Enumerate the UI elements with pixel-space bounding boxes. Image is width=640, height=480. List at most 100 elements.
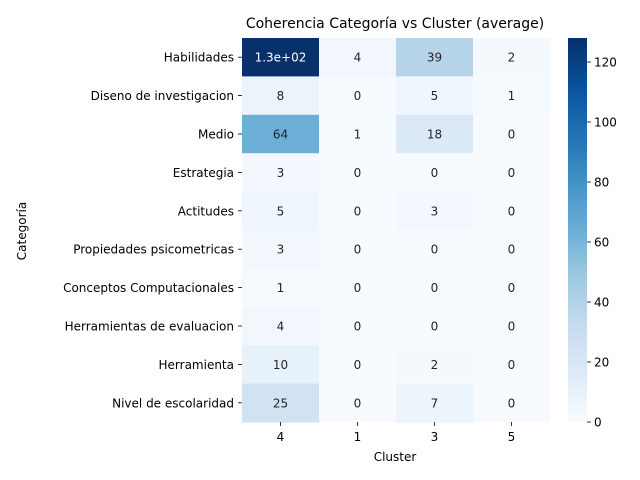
heatmap-cell <box>242 268 320 308</box>
cell-value-label: 18 <box>427 128 442 142</box>
heatmap-cell <box>473 191 551 231</box>
y-tick-label: Estrategia <box>173 166 234 180</box>
colorbar-ticks: 0 20 40 60 80 100 120 <box>587 56 617 430</box>
cell-value-label: 3 <box>277 243 285 257</box>
heatmap-cell <box>473 76 551 116</box>
heatmap-cell <box>473 114 551 154</box>
y-axis-label: Categoría <box>15 202 29 260</box>
heatmap-cell <box>319 306 397 346</box>
x-axis: 4 1 3 5 <box>277 422 516 444</box>
y-tick-label: Herramienta <box>159 358 235 372</box>
heatmap-cell <box>319 76 397 116</box>
heatmap-cell <box>396 306 474 346</box>
y-tick-label: Propiedades psicometricas <box>73 243 234 257</box>
heatmap-cell <box>473 345 551 385</box>
cell-value-label: 39 <box>427 51 442 65</box>
heatmap-cell <box>319 38 397 77</box>
y-tick-label: Habilidades <box>164 51 234 65</box>
cell-value-label: 5 <box>277 204 285 218</box>
heatmap-cell <box>396 76 474 116</box>
cell-value-label: 10 <box>273 358 288 372</box>
heatmap-cell <box>473 306 551 346</box>
heatmap-cell <box>319 268 397 308</box>
cell-value-label: 1.3e+02 <box>255 51 307 65</box>
cell-value-label: 0 <box>508 320 516 334</box>
heatmap-cell <box>396 153 474 193</box>
cell-value-label: 0 <box>354 358 362 372</box>
cell-value-label: 0 <box>508 358 516 372</box>
heatmap-cell <box>473 230 551 269</box>
cell-value-label: 0 <box>354 243 362 257</box>
heatmap-cell <box>396 345 474 385</box>
heatmap-cell <box>242 306 320 346</box>
y-tick-label: Conceptos Computacionales <box>63 281 234 295</box>
heatmap-cell <box>319 191 397 231</box>
x-tick-label: 4 <box>277 430 285 444</box>
colorbar-gradient <box>568 38 587 422</box>
heatmap-cell <box>242 230 320 269</box>
cell-value-label: 0 <box>508 166 516 180</box>
heatmap-cell <box>319 345 397 385</box>
y-tick-label: Diseno de investigacion <box>91 89 234 103</box>
heatmap-cell <box>396 230 474 269</box>
cell-value-label: 1 <box>354 128 362 142</box>
x-tick-label: 5 <box>508 430 516 444</box>
colorbar-tick-label: 40 <box>594 296 609 310</box>
y-tick-label: Actitudes <box>178 204 234 218</box>
cell-value-label: 1 <box>508 89 516 103</box>
colorbar-tick-label: 60 <box>594 236 609 250</box>
cell-value-label: 0 <box>354 281 362 295</box>
cell-value-label: 5 <box>431 89 439 103</box>
cell-value-label: 4 <box>277 320 285 334</box>
cell-value-label: 0 <box>508 396 516 410</box>
heatmap-cell <box>473 153 551 193</box>
x-axis-label: Cluster <box>374 450 417 464</box>
heatmap-cell <box>396 191 474 231</box>
cell-value-label: 7 <box>431 396 439 410</box>
heatmap-cell <box>242 114 320 154</box>
x-tick-label: 3 <box>431 430 439 444</box>
heatmap-cell <box>396 38 474 77</box>
cell-value-label: 0 <box>354 396 362 410</box>
colorbar-tick-label: 0 <box>594 416 602 430</box>
heatmap-cell <box>473 268 551 308</box>
colorbar-tick-label: 120 <box>594 56 617 70</box>
heatmap-cell <box>242 38 320 77</box>
colorbar: 0 20 40 60 80 100 120 <box>568 38 617 430</box>
colorbar-tick-label: 20 <box>594 356 609 370</box>
cell-value-label: 0 <box>354 204 362 218</box>
heatmap-cell <box>319 153 397 193</box>
cell-value-label: 0 <box>354 89 362 103</box>
chart-title: Coherencia Categoría vs Cluster (average… <box>246 16 544 32</box>
colorbar-tick-label: 80 <box>594 176 609 190</box>
y-tick-label: Herramientas de evaluacion <box>65 320 234 334</box>
x-tick-label: 1 <box>354 430 362 444</box>
cell-value-label: 0 <box>431 243 439 257</box>
heatmap-cell <box>319 230 397 269</box>
heatmap-cells <box>242 38 551 423</box>
heatmap-cell <box>242 383 320 423</box>
cell-value-label: 0 <box>508 128 516 142</box>
cell-value-label: 0 <box>431 281 439 295</box>
cell-value-label: 25 <box>273 396 288 410</box>
y-tick-label: Medio <box>198 128 234 142</box>
cell-value-label: 0 <box>431 320 439 334</box>
cell-value-label: 3 <box>277 166 285 180</box>
heatmap-cell <box>396 114 474 154</box>
cell-value-label: 2 <box>508 51 516 65</box>
heatmap-cell <box>242 191 320 231</box>
cell-value-label: 8 <box>277 89 285 103</box>
colorbar-tick-label: 100 <box>594 116 617 130</box>
cell-value-label: 2 <box>431 358 439 372</box>
cell-value-label: 0 <box>431 166 439 180</box>
heatmap-cell <box>319 383 397 423</box>
heatmap-cell <box>242 76 320 116</box>
cell-value-label: 3 <box>431 204 439 218</box>
heatmap-cell <box>396 383 474 423</box>
y-tick-label: Nivel de escolaridad <box>112 396 234 410</box>
cell-value-label: 0 <box>354 320 362 334</box>
heatmap-cell <box>242 345 320 385</box>
cell-value-label: 0 <box>508 243 516 257</box>
cell-value-label: 64 <box>273 128 288 142</box>
heatmap-cell <box>473 383 551 423</box>
